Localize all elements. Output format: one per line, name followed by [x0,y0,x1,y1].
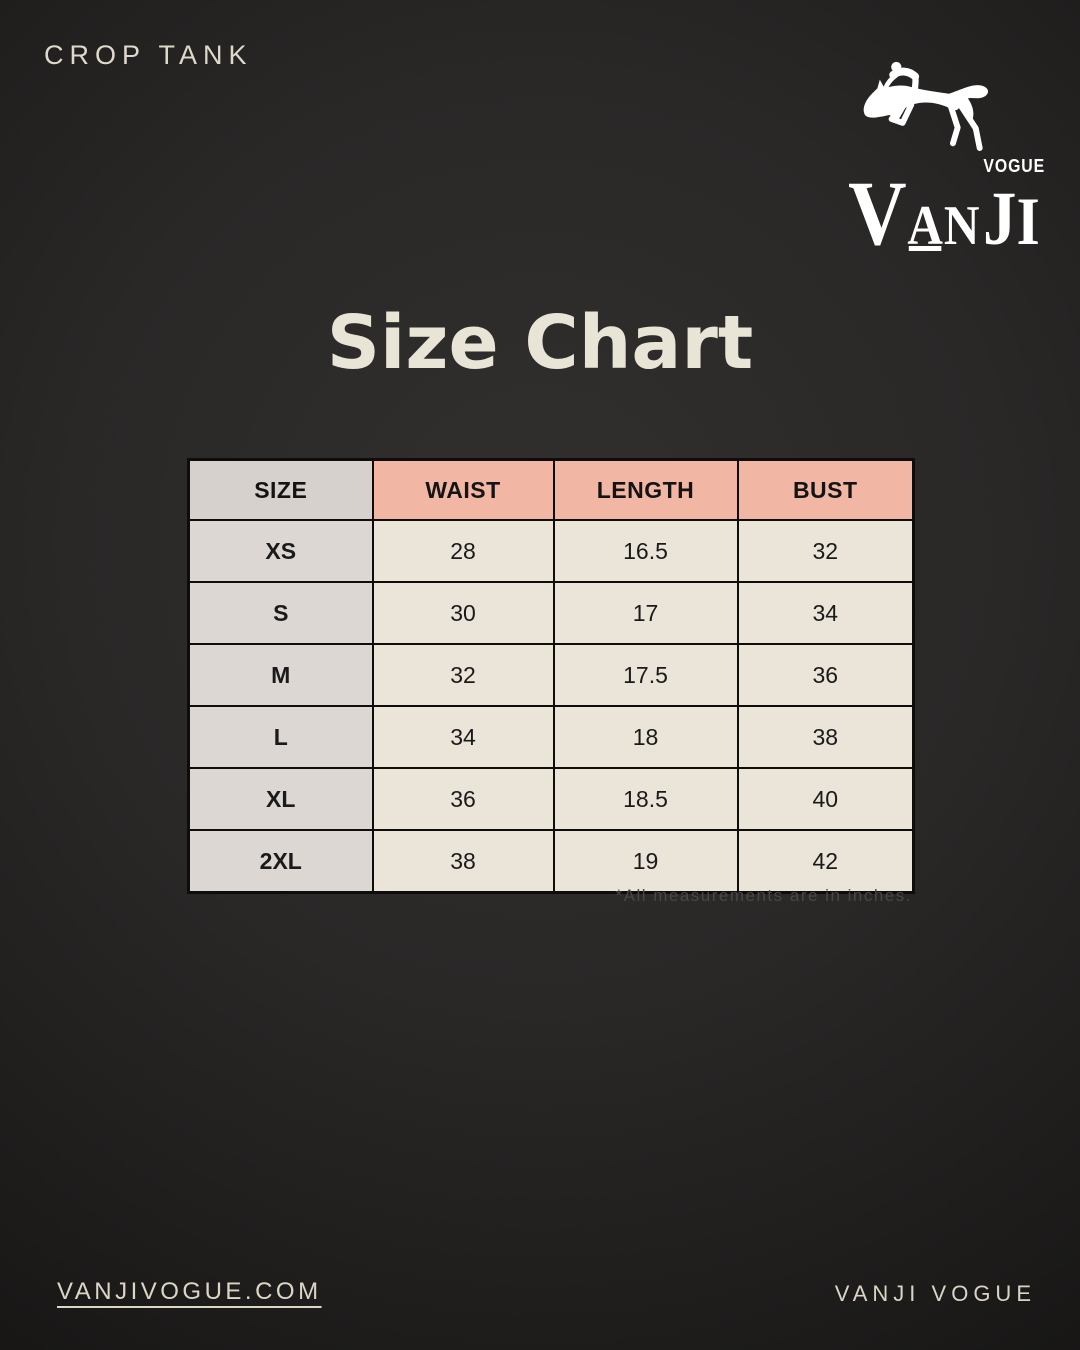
page-title: Size Chart [326,300,754,386]
bust-value-cell: 40 [736,767,915,831]
table-header-row: SIZE WAIST LENGTH BUST [187,458,915,521]
wordmark-letter: V [848,162,907,264]
wordmark-letter: A [907,195,944,257]
brand-logo: VANJI VOGUE [835,56,1044,266]
length-value-cell: 17.5 [552,643,739,707]
waist-value-cell: 32 [371,643,555,707]
size-label-cell: L [187,705,374,769]
wordmark-letter: I [1016,183,1040,259]
length-value-cell: 18.5 [552,767,739,831]
product-label: CROP TANK [44,40,253,70]
waist-value-cell: 38 [371,829,555,894]
website-link[interactable]: VANJIVOGUE.COM [57,1278,322,1305]
size-label-cell: S [187,581,374,645]
size-chart-table: SIZE WAIST LENGTH BUST XS 28 16.5 32 S 3… [187,458,915,894]
size-label-cell: 2XL [187,829,374,894]
table-row: M 32 17.5 36 [187,643,915,707]
waist-value-cell: 34 [371,705,555,769]
length-value-cell: 17 [552,581,739,645]
bust-value-cell: 42 [736,829,915,894]
column-header-waist: WAIST [371,458,555,521]
bust-value-cell: 36 [736,643,915,707]
brand-wordmark: VANJI VOGUE [848,156,1044,266]
bust-value-cell: 32 [736,519,915,583]
length-value-cell: 18 [552,705,739,769]
wordmark-letter: J [983,177,1017,261]
bust-value-cell: 38 [736,705,915,769]
bust-value-cell: 34 [736,581,915,645]
table-row: S 30 17 34 [187,581,915,645]
brand-subbrand-label: VOGUE [983,156,1046,176]
measurements-footnote: *All measurements are in inches. [615,886,912,905]
waist-value-cell: 30 [371,581,555,645]
table-row: 2XL 38 19 42 [187,829,915,894]
length-value-cell: 19 [552,829,739,894]
size-label-cell: XS [187,519,374,583]
wordmark-letter: N [943,195,980,257]
column-header-length: LENGTH [552,458,739,521]
column-header-size: SIZE [187,458,374,521]
waist-value-cell: 28 [371,519,555,583]
waist-value-cell: 36 [371,767,555,831]
jumping-horse-with-rider-icon [863,61,988,151]
length-value-cell: 16.5 [552,519,739,583]
table-row: XS 28 16.5 32 [187,519,915,583]
table-row: L 34 18 38 [187,705,915,769]
table-row: XL 36 18.5 40 [187,767,915,831]
brand-name-footer: VANJI VOGUE [834,1281,1036,1306]
column-header-bust: BUST [736,458,915,521]
size-label-cell: XL [187,767,374,831]
size-label-cell: M [187,643,374,707]
